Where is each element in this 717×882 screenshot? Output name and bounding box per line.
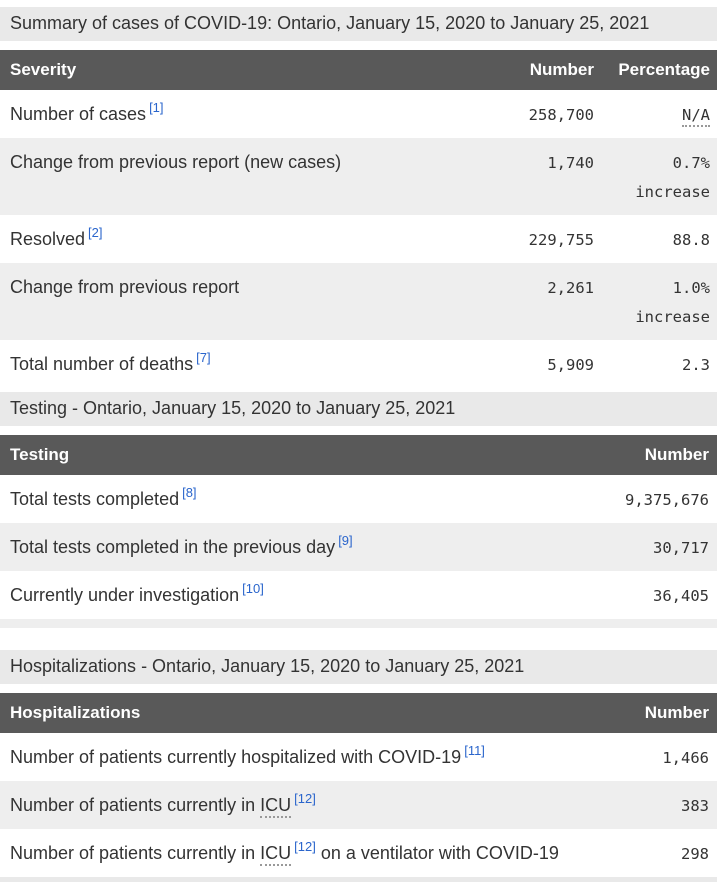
- row-label: Total number of deaths [7]: [0, 340, 466, 388]
- row-label: Number of patients currently in ICU [12] …: [0, 829, 577, 877]
- row-number: 9,375,676: [625, 491, 709, 509]
- percentage-note: increase: [635, 308, 710, 326]
- footnote-link-12[interactable]: [12]: [294, 791, 316, 806]
- row-label-text: Resolved: [10, 229, 86, 249]
- table-row-under-investigation: Currently under investigation [10] 36,405: [0, 571, 717, 619]
- row-label-text: Change from previous report: [10, 277, 240, 297]
- row-label: Number of cases [1]: [0, 90, 466, 138]
- footnote-link-9[interactable]: [9]: [338, 533, 353, 548]
- row-label: Total tests completed [8]: [0, 475, 577, 523]
- hospitalizations-header-row: Hospitalizations Number: [0, 693, 717, 733]
- na-abbr[interactable]: N/A: [682, 106, 710, 127]
- hospitalizations-table: Hospitalizations Number Number of patien…: [0, 693, 717, 877]
- percentage-value: 88.8: [672, 231, 710, 249]
- table-row-number-of-cases: Number of cases [1] 258,700 N/A: [0, 90, 717, 138]
- table-row-icu-ventilator: Number of patients currently in ICU [12] …: [0, 829, 717, 877]
- testing-table: Testing Number Total tests completed [8] …: [0, 435, 717, 619]
- row-label-text: Number of patients currently hospitalize…: [10, 747, 462, 767]
- row-percentage: 0.7% increase: [598, 138, 717, 215]
- row-label: Resolved [2]: [0, 215, 466, 263]
- row-number: 30,717: [653, 539, 709, 557]
- col-header-percentage: Percentage: [598, 50, 717, 90]
- table-row-resolved: Resolved [2] 229,755 88.8: [0, 215, 717, 263]
- row-label-text: Number of patients currently in: [10, 843, 261, 863]
- table-row-hospitalized: Number of patients currently hospitalize…: [0, 733, 717, 781]
- row-label: Change from previous report (new cases): [0, 138, 466, 215]
- icu-abbr[interactable]: ICU: [260, 795, 292, 818]
- row-label-text: Currently under investigation: [10, 585, 240, 605]
- row-label-text: Total tests completed in the previous da…: [10, 537, 336, 557]
- percentage-value: 0.7%: [672, 154, 710, 172]
- col-header-number: Number: [466, 50, 598, 90]
- row-label-text: Total number of deaths: [10, 354, 194, 374]
- severity-table: Severity Number Percentage Number of cas…: [0, 50, 717, 388]
- row-percentage: 88.8: [598, 215, 717, 263]
- table-row-change-new-cases: Change from previous report (new cases) …: [0, 138, 717, 215]
- table-row-change-previous-report: Change from previous report 2,261 1.0% in…: [0, 263, 717, 340]
- row-number: 2,261: [547, 279, 594, 297]
- next-row-partial-strip: [0, 877, 717, 882]
- section-title-hospitalizations: Hospitalizations - Ontario, January 15, …: [0, 650, 717, 684]
- row-number: 383: [681, 797, 709, 815]
- footnote-link-8[interactable]: [8]: [182, 485, 197, 500]
- row-percentage: 2.3: [598, 340, 717, 388]
- testing-table-bottom-strip: [0, 619, 717, 628]
- row-label: Change from previous report: [0, 263, 466, 340]
- row-label-text: Change from previous report (new cases): [10, 152, 342, 172]
- severity-header-row: Severity Number Percentage: [0, 50, 717, 90]
- table-row-tests-previous-day: Total tests completed in the previous da…: [0, 523, 717, 571]
- footnote-link-2[interactable]: [2]: [88, 225, 103, 240]
- row-label-suffix: on a ventilator with COVID-19: [315, 843, 559, 863]
- row-label-text: Total tests completed: [10, 489, 180, 509]
- footnote-link-10[interactable]: [10]: [242, 581, 264, 596]
- col-header-number: Number: [577, 435, 717, 475]
- footnote-link-1[interactable]: [1]: [149, 100, 164, 115]
- percentage-value: 1.0%: [672, 279, 710, 297]
- row-label-text: Number of cases: [10, 104, 147, 124]
- row-percentage: N/A: [598, 90, 717, 138]
- footnote-link-11[interactable]: [11]: [464, 743, 485, 758]
- col-header-number: Number: [577, 693, 717, 733]
- row-label: Currently under investigation [10]: [0, 571, 577, 619]
- percentage-note: increase: [635, 183, 710, 201]
- row-number: 1,740: [547, 154, 594, 172]
- testing-header-row: Testing Number: [0, 435, 717, 475]
- icu-abbr[interactable]: ICU: [260, 843, 292, 866]
- table-row-icu: Number of patients currently in ICU [12] …: [0, 781, 717, 829]
- section-title-testing: Testing - Ontario, January 15, 2020 to J…: [0, 392, 717, 426]
- section-title-summary: Summary of cases of COVID-19: Ontario, J…: [0, 7, 717, 41]
- col-header-testing: Testing: [0, 435, 577, 475]
- row-label: Total tests completed in the previous da…: [0, 523, 577, 571]
- row-number: 258,700: [528, 106, 594, 124]
- col-header-hospitalizations: Hospitalizations: [0, 693, 577, 733]
- table-row-total-tests: Total tests completed [8] 9,375,676: [0, 475, 717, 523]
- table-row-total-deaths: Total number of deaths [7] 5,909 2.3: [0, 340, 717, 388]
- row-number: 5,909: [547, 356, 594, 374]
- percentage-value: 2.3: [682, 356, 710, 374]
- row-number: 1,466: [662, 749, 709, 767]
- row-label: Number of patients currently hospitalize…: [0, 733, 577, 781]
- row-label: Number of patients currently in ICU [12]: [0, 781, 577, 829]
- row-number: 298: [681, 845, 709, 863]
- col-header-severity: Severity: [0, 50, 466, 90]
- row-number: 36,405: [653, 587, 709, 605]
- row-percentage: 1.0% increase: [598, 263, 717, 340]
- row-label-text: Number of patients currently in: [10, 795, 261, 815]
- row-number: 229,755: [528, 231, 594, 249]
- footnote-link-12[interactable]: [12]: [294, 839, 316, 854]
- footnote-link-7[interactable]: [7]: [196, 350, 211, 365]
